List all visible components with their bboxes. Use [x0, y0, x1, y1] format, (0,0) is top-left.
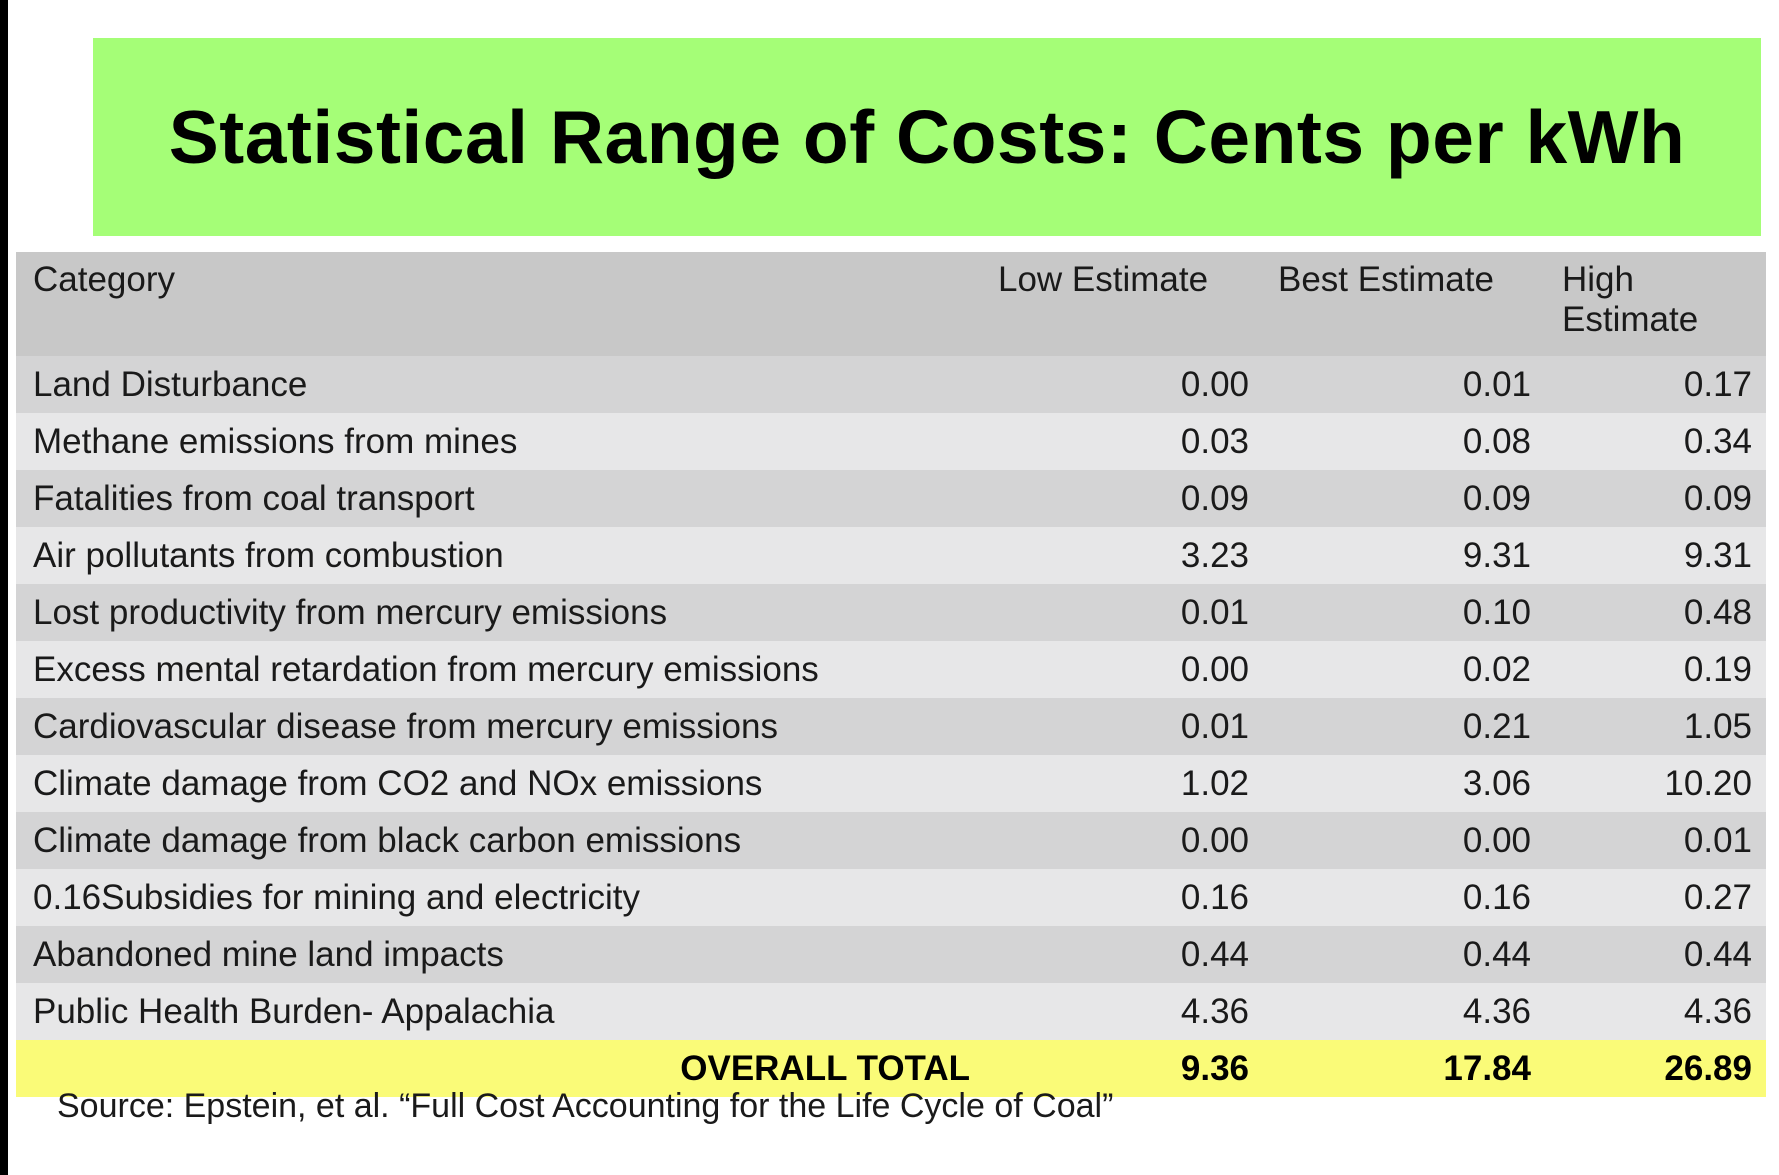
row-category: Methane emissions from mines	[33, 421, 518, 461]
table-row: Climate damage from CO2 and NOx emission…	[16, 755, 1766, 812]
table-row: 0.16Subsidies for mining and electricity…	[16, 869, 1766, 926]
row-category: Cardiovascular disease from mercury emis…	[33, 706, 778, 746]
row-best-estimate: 0.44	[1462, 934, 1531, 974]
total-row: OVERALL TOTAL 9.36 17.84 26.89	[16, 1040, 1766, 1097]
row-category: Excess mental retardation from mercury e…	[33, 649, 819, 689]
row-high-estimate: 0.17	[1683, 364, 1752, 404]
row-low-estimate: 0.09	[1180, 478, 1249, 518]
row-category: Public Health Burden- Appalachia	[33, 991, 555, 1031]
row-best-estimate: 0.16	[1462, 877, 1531, 917]
row-low-estimate: 3.23	[1180, 535, 1249, 575]
row-high-estimate: 0.44	[1683, 934, 1752, 974]
header-category: Category	[33, 260, 176, 299]
row-high-estimate: 4.36	[1683, 991, 1752, 1031]
row-best-estimate: 3.06	[1462, 763, 1531, 803]
header-low-estimate: Low Estimate	[998, 260, 1209, 299]
row-category: Land Disturbance	[33, 364, 308, 404]
row-best-estimate: 0.01	[1462, 364, 1531, 404]
total-best: 17.84	[1443, 1048, 1531, 1088]
row-low-estimate: 0.01	[1180, 592, 1249, 632]
row-high-estimate: 0.09	[1683, 478, 1752, 518]
header-high-line1: High	[1562, 260, 1634, 299]
row-category: 0.16Subsidies for mining and electricity	[33, 877, 640, 917]
source-citation: Source: Epstein, et al. “Full Cost Accou…	[57, 1087, 1114, 1125]
row-high-estimate: 0.01	[1683, 820, 1752, 860]
row-low-estimate: 4.36	[1180, 991, 1249, 1031]
row-best-estimate: 0.21	[1462, 706, 1531, 746]
row-high-estimate: 0.48	[1683, 592, 1752, 632]
cost-table: Category Low Estimate Best Estimate High…	[16, 252, 1766, 1097]
table-row: Land Disturbance 0.00 0.01 0.17	[16, 356, 1766, 413]
left-border	[0, 0, 8, 1175]
row-best-estimate: 0.09	[1462, 478, 1531, 518]
header-high-line2: Estimate	[1562, 300, 1699, 339]
row-low-estimate: 0.00	[1180, 820, 1249, 860]
total-high: 26.89	[1664, 1048, 1752, 1088]
row-category: Abandoned mine land impacts	[33, 934, 504, 974]
row-low-estimate: 0.44	[1180, 934, 1249, 974]
header-best-estimate: Best Estimate	[1278, 260, 1494, 299]
row-high-estimate: 9.31	[1683, 535, 1752, 575]
row-best-estimate: 0.10	[1462, 592, 1531, 632]
table-row: Public Health Burden- Appalachia 4.36 4.36…	[16, 983, 1766, 1040]
row-high-estimate: 10.20	[1664, 763, 1752, 803]
row-high-estimate: 0.19	[1683, 649, 1752, 689]
total-label: OVERALL TOTAL	[680, 1048, 970, 1088]
row-category: Climate damage from CO2 and NOx emission…	[33, 763, 763, 803]
row-best-estimate: 4.36	[1462, 991, 1531, 1031]
row-category: Climate damage from black carbon emissio…	[33, 820, 742, 860]
row-low-estimate: 0.03	[1180, 421, 1249, 461]
row-low-estimate: 0.16	[1180, 877, 1249, 917]
row-low-estimate: 1.02	[1180, 763, 1249, 803]
title-banner: Statistical Range of Costs: Cents per kW…	[93, 38, 1761, 236]
table-row: Methane emissions from mines 0.03 0.08 0.34	[16, 413, 1766, 470]
table-header-row: Category Low Estimate Best Estimate High…	[16, 252, 1766, 356]
row-category: Lost productivity from mercury emissions	[33, 592, 668, 632]
table-row: Climate damage from black carbon emissio…	[16, 812, 1766, 869]
table-row: Fatalities from coal transport 0.09 0.09 0.…	[16, 470, 1766, 527]
row-high-estimate: 0.34	[1683, 421, 1752, 461]
page-title: Statistical Range of Costs: Cents per kW…	[168, 95, 1686, 179]
table-row: Air pollutants from combustion 3.23 9.31 9.…	[16, 527, 1766, 584]
row-best-estimate: 0.00	[1462, 820, 1531, 860]
table-row: Lost productivity from mercury emissions…	[16, 584, 1766, 641]
table-row: Cardiovascular disease from mercury emis…	[16, 698, 1766, 755]
row-best-estimate: 0.02	[1462, 649, 1531, 689]
row-low-estimate: 0.01	[1180, 706, 1249, 746]
row-low-estimate: 0.00	[1180, 649, 1249, 689]
row-best-estimate: 9.31	[1462, 535, 1531, 575]
row-high-estimate: 1.05	[1683, 706, 1752, 746]
row-category: Fatalities from coal transport	[33, 478, 475, 518]
table-row: Abandoned mine land impacts 0.44 0.44 0.44	[16, 926, 1766, 983]
row-low-estimate: 0.00	[1180, 364, 1249, 404]
total-low: 9.36	[1180, 1048, 1249, 1088]
header-high-estimate: High Estimate	[1546, 252, 1766, 356]
row-high-estimate: 0.27	[1683, 877, 1752, 917]
row-category: Air pollutants from combustion	[33, 535, 504, 575]
table-row: Excess mental retardation from mercury e…	[16, 641, 1766, 698]
row-best-estimate: 0.08	[1462, 421, 1531, 461]
